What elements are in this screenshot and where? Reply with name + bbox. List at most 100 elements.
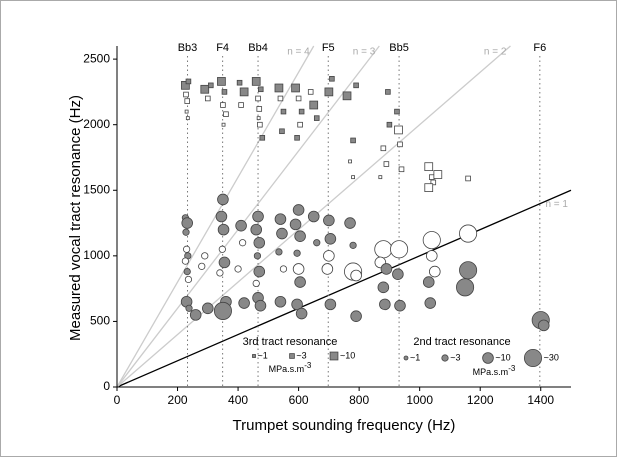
point [255, 95, 261, 102]
y-tick-label: 2000 [83, 117, 110, 131]
point [236, 79, 243, 86]
point [250, 223, 263, 236]
harmonic-label: n = 1 [545, 199, 568, 210]
note-label: F5 [322, 42, 335, 54]
x-tick-label: 600 [289, 393, 309, 407]
point [351, 175, 355, 180]
point [256, 116, 261, 121]
point [185, 78, 192, 85]
point [221, 122, 226, 127]
y-tick-label: 1500 [83, 182, 110, 196]
point [321, 263, 334, 275]
point [383, 161, 390, 167]
point [294, 276, 306, 288]
harmonic-line [116, 189, 572, 388]
x-axis-title: Trumpet sounding frequency (Hz) [233, 417, 456, 434]
note-label: F4 [216, 42, 229, 54]
point [353, 82, 359, 89]
point [251, 77, 261, 86]
y-tick-label: 500 [90, 314, 110, 328]
point [215, 210, 228, 223]
legend-marker [289, 353, 295, 359]
point [459, 224, 478, 243]
legend-label: ~1 [410, 352, 420, 362]
point [279, 128, 285, 135]
point [292, 204, 305, 216]
point [324, 87, 334, 97]
point [185, 116, 190, 121]
point [223, 111, 229, 117]
point [379, 298, 391, 311]
point [253, 252, 262, 260]
point [378, 175, 383, 180]
legend-label: ~3 [296, 350, 306, 360]
point [329, 76, 335, 82]
point [422, 231, 441, 250]
point [298, 108, 305, 115]
legend-label: ~3 [450, 352, 460, 362]
point [239, 87, 249, 97]
point [181, 257, 190, 265]
point [424, 162, 434, 172]
point [349, 241, 357, 249]
point [424, 183, 434, 192]
point [183, 267, 191, 276]
point [218, 256, 231, 269]
point [294, 230, 306, 242]
point [205, 95, 211, 102]
note-label: Bb5 [389, 42, 409, 54]
point [390, 240, 409, 259]
y-tick-label: 2500 [83, 51, 110, 65]
point [253, 236, 266, 249]
point [397, 141, 403, 148]
x-tick-label: 1400 [527, 393, 554, 407]
x-tick-label: 1200 [467, 393, 494, 407]
harmonic-label: n = 3 [353, 47, 376, 58]
point [394, 125, 403, 135]
legend-marker [252, 354, 256, 358]
point [279, 265, 288, 273]
point [274, 213, 287, 225]
x-tick-label: 1000 [406, 393, 433, 407]
point [254, 299, 267, 312]
point [292, 263, 305, 275]
point [433, 170, 443, 179]
point [184, 109, 189, 114]
point [185, 304, 193, 312]
point [252, 210, 264, 223]
point [184, 98, 190, 104]
point [216, 269, 224, 277]
point [294, 135, 300, 141]
y-axis-title: Measured vocal tract resonance (Hz) [67, 95, 84, 341]
point [276, 227, 288, 240]
point [253, 265, 266, 278]
point [297, 121, 303, 128]
point [217, 223, 230, 236]
point [277, 95, 284, 102]
harmonic-line [116, 45, 315, 388]
point [385, 89, 391, 95]
y-tick-label: 1000 [83, 248, 110, 262]
point [425, 250, 438, 262]
y-tick-label: 0 [103, 379, 110, 393]
point [392, 268, 404, 280]
point [200, 84, 210, 94]
legend-unit: MPa.s.m-3 [269, 361, 312, 374]
legend-title: 2nd tract resonance [413, 336, 510, 348]
point [394, 108, 400, 115]
point [184, 275, 193, 284]
point [377, 281, 390, 294]
point [324, 233, 337, 245]
point [537, 319, 550, 332]
point [198, 262, 206, 270]
point [183, 245, 191, 253]
point [422, 276, 435, 288]
point [235, 219, 247, 232]
point [293, 249, 301, 257]
point [238, 239, 247, 247]
x-tick-label: 400 [228, 393, 248, 407]
point [456, 278, 475, 297]
point [238, 297, 250, 309]
